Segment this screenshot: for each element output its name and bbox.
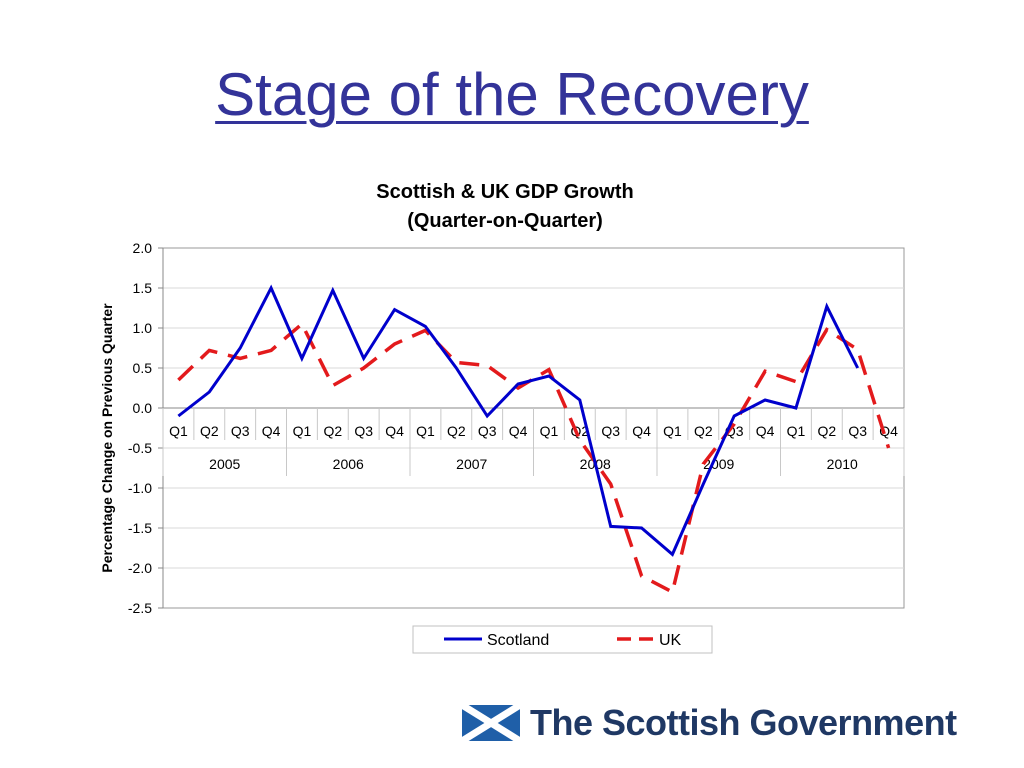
plot-area: 2.0 1.5 1.0 0.5 0.0 -0.5 -1.0 -1.5 -2.0 -2.5 Q1 Q2 Q… — [128, 240, 905, 616]
x-tick-label: Q3 — [354, 423, 373, 439]
year-label: 2007 — [456, 456, 487, 472]
scottish-government-logo: The Scottish Government — [462, 704, 957, 742]
y-tick-label: -0.5 — [128, 440, 152, 456]
y-tick-label: -1.0 — [128, 480, 152, 496]
x-tick-label: Q4 — [756, 423, 775, 439]
logo-text: The Scottish Government — [530, 702, 957, 743]
x-tick-label: Q2 — [447, 423, 466, 439]
legend-label-scotland: Scotland — [487, 632, 549, 649]
y-tick-label: -1.5 — [128, 520, 152, 536]
x-tick-label: Q2 — [200, 423, 219, 439]
y-tick-label: 1.5 — [133, 280, 153, 296]
x-tick-label: Q3 — [848, 423, 867, 439]
year-label: 2005 — [209, 456, 240, 472]
y-tick-label: 0.5 — [133, 360, 153, 376]
chart-title: Scottish & UK GDP Growth — [376, 181, 633, 203]
chart-subtitle: (Quarter-on-Quarter) — [407, 210, 603, 232]
x-tick-label: Q4 — [879, 423, 898, 439]
y-tick-label: 2.0 — [133, 240, 153, 256]
y-tick-label: -2.0 — [128, 560, 152, 576]
y-tick-label: -2.5 — [128, 600, 152, 616]
x-tick-label: Q1 — [787, 423, 806, 439]
series-line-uk — [177, 321, 891, 595]
x-tick-label: Q4 — [632, 423, 651, 439]
y-axis-label: Percentage Change on Previous Quarter — [99, 303, 115, 573]
legend-label-uk: UK — [659, 632, 682, 649]
x-tick-label: Q4 — [262, 423, 281, 439]
x-tick-label: Q1 — [293, 423, 312, 439]
x-tick-label: Q1 — [416, 423, 435, 439]
x-tick-label: Q3 — [601, 423, 620, 439]
x-tick-label: Q4 — [509, 423, 528, 439]
year-label: 2010 — [827, 456, 858, 472]
x-tick-label: Q1 — [540, 423, 559, 439]
x-tick-label: Q1 — [169, 423, 188, 439]
slide-title: Stage of the Recovery — [215, 61, 809, 128]
x-tick-label: Q2 — [817, 423, 836, 439]
chart-legend: Scotland UK — [412, 625, 713, 654]
x-tick-label: Q1 — [663, 423, 682, 439]
x-tick-label: Q2 — [323, 423, 342, 439]
saltire-flag-icon — [462, 705, 520, 741]
y-tick-label: 1.0 — [133, 320, 153, 336]
x-tick-label: Q2 — [694, 423, 713, 439]
x-tick-label: Q3 — [231, 423, 250, 439]
x-tick-label: Q3 — [478, 423, 497, 439]
y-tick-label: 0.0 — [133, 400, 153, 416]
year-label: 2006 — [333, 456, 364, 472]
gdp-growth-chart: Scottish & UK GDP Growth (Quarter-on-Qua… — [99, 181, 905, 654]
x-tick-label: Q4 — [385, 423, 404, 439]
series-line-scotland — [177, 284, 860, 557]
